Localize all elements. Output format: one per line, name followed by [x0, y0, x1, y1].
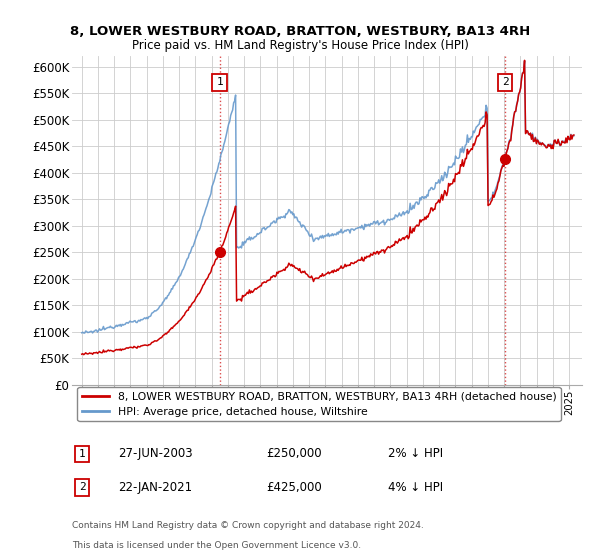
Legend: 8, LOWER WESTBURY ROAD, BRATTON, WESTBURY, BA13 4RH (detached house), HPI: Avera: 8, LOWER WESTBURY ROAD, BRATTON, WESTBUR… — [77, 388, 560, 421]
Text: This data is licensed under the Open Government Licence v3.0.: This data is licensed under the Open Gov… — [72, 542, 361, 550]
Text: 2: 2 — [79, 482, 86, 492]
Text: 8, LOWER WESTBURY ROAD, BRATTON, WESTBURY, BA13 4RH: 8, LOWER WESTBURY ROAD, BRATTON, WESTBUR… — [70, 25, 530, 38]
Text: 27-JUN-2003: 27-JUN-2003 — [118, 447, 193, 460]
Text: £425,000: £425,000 — [266, 480, 322, 494]
Text: 22-JAN-2021: 22-JAN-2021 — [118, 480, 192, 494]
Text: Contains HM Land Registry data © Crown copyright and database right 2024.: Contains HM Land Registry data © Crown c… — [72, 521, 424, 530]
Text: Price paid vs. HM Land Registry's House Price Index (HPI): Price paid vs. HM Land Registry's House … — [131, 39, 469, 52]
Text: 2: 2 — [502, 77, 508, 87]
Text: 2% ↓ HPI: 2% ↓ HPI — [388, 447, 443, 460]
Text: 4% ↓ HPI: 4% ↓ HPI — [388, 480, 443, 494]
Text: 1: 1 — [216, 77, 223, 87]
Text: £250,000: £250,000 — [266, 447, 322, 460]
Text: 1: 1 — [79, 449, 86, 459]
